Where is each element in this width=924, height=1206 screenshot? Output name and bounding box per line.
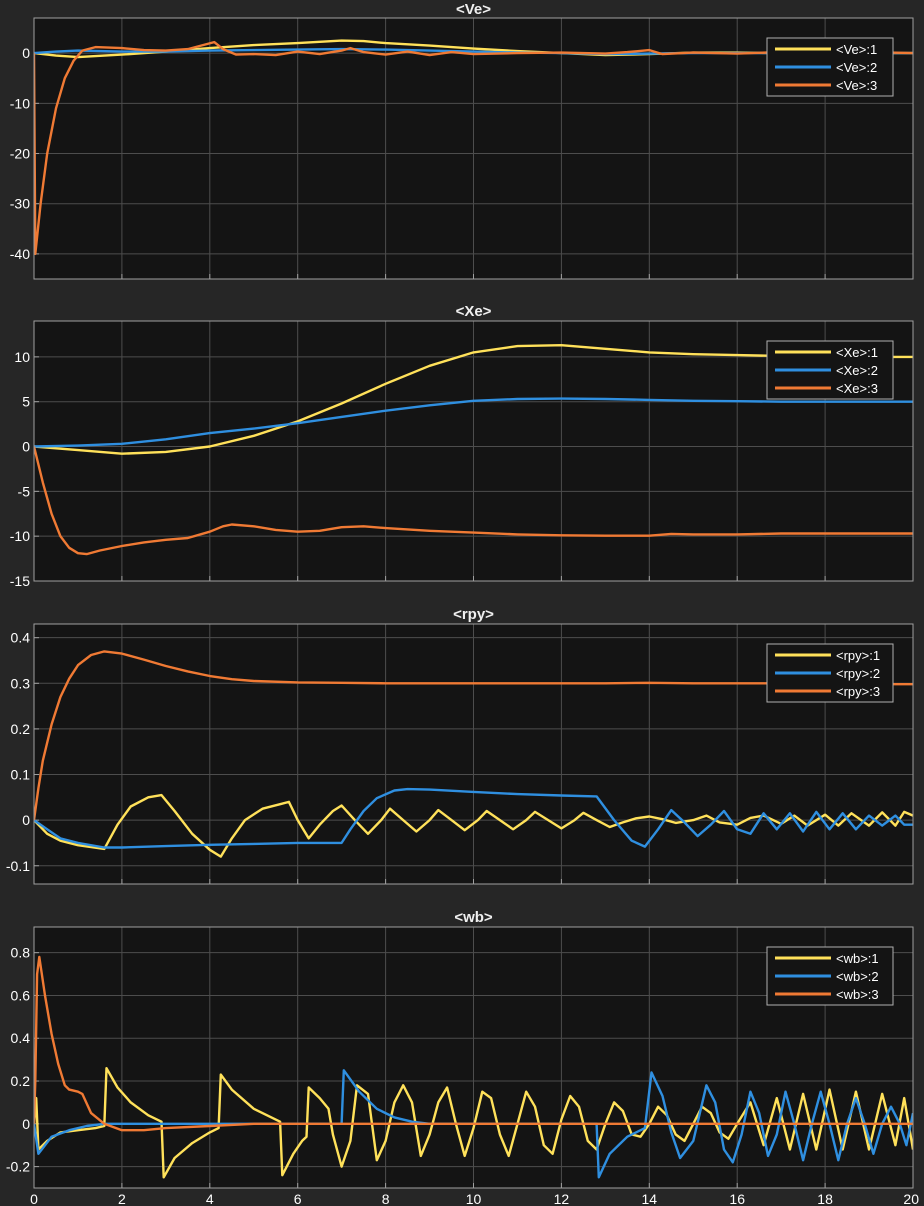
series-line-1 bbox=[34, 1067, 913, 1179]
panel-3: <rpy>0.40.30.20.10-0.1<rpy>:1<rpy>:2<rpy… bbox=[6, 606, 914, 885]
legend: <Xe>:1 <Xe>:2 <Xe>:3 bbox=[766, 340, 894, 400]
y-tick-label: 0 bbox=[22, 812, 30, 828]
panel-4: <wb> 0.8 0.6 0.4 0.2 0 -0.2 0 2 4 6 8 10 12 14 16 18 20 <w… bbox=[6, 909, 919, 1206]
series-line-3 bbox=[34, 650, 913, 821]
legend: <Ve>:1 <Ve>:2 <Ve>:3 bbox=[766, 37, 894, 97]
series-line-2 bbox=[34, 397, 913, 448]
legend-label-2: <rpy>:2 bbox=[836, 666, 880, 681]
legend-label-3: <wb>:3 bbox=[836, 987, 879, 1002]
legend-label-1: <Ve>:1 bbox=[836, 42, 877, 57]
panel-title: <Ve> bbox=[456, 1, 491, 18]
series-line-1 bbox=[34, 793, 913, 858]
legend-label-3: <rpy>:3 bbox=[836, 684, 880, 699]
x-tick-label: 8 bbox=[382, 1191, 390, 1206]
legend-label-2: <wb>:2 bbox=[836, 969, 879, 984]
legend-label-2: <Xe>:2 bbox=[836, 363, 878, 378]
x-tick-label: 18 bbox=[817, 1191, 833, 1206]
y-tick-label: -5 bbox=[18, 483, 31, 499]
axes-border bbox=[33, 926, 914, 1189]
y-tick-label: 0.2 bbox=[11, 1073, 31, 1089]
legend-label-1: <Xe>:1 bbox=[836, 345, 878, 360]
y-tick-label: 0 bbox=[22, 439, 30, 455]
series-line-2 bbox=[34, 787, 913, 849]
x-tick-label: 16 bbox=[729, 1191, 745, 1206]
y-tick-label: -20 bbox=[10, 146, 30, 162]
legend-label-3: <Xe>:3 bbox=[836, 381, 878, 396]
y-tick-label: -30 bbox=[10, 196, 30, 212]
y-tick-label: 10 bbox=[14, 349, 30, 365]
series-line-3 bbox=[34, 955, 913, 1132]
legend-label-2: <Ve>:2 bbox=[836, 60, 877, 75]
y-tick-label: -15 bbox=[10, 573, 30, 589]
y-tick-label: 0.1 bbox=[11, 767, 31, 783]
y-tick-label: 0.6 bbox=[11, 987, 31, 1003]
legend: <rpy>:1 <rpy>:2 <rpy>:3 bbox=[766, 643, 894, 703]
x-tick-label: 10 bbox=[466, 1191, 482, 1206]
legend-label-1: <wb>:1 bbox=[836, 951, 879, 966]
series-line-1 bbox=[34, 344, 913, 455]
y-tick-label: 0.3 bbox=[11, 675, 31, 691]
x-tick-label: 4 bbox=[206, 1191, 214, 1206]
legend-label-1: <rpy>:1 bbox=[836, 648, 880, 663]
y-tick-label: 0.4 bbox=[11, 630, 31, 646]
y-tick-label: -0.2 bbox=[6, 1159, 30, 1175]
x-tick-label: 12 bbox=[554, 1191, 570, 1206]
y-tick-label: 5 bbox=[22, 394, 30, 410]
series-line-3 bbox=[34, 40, 913, 256]
axes-border bbox=[33, 623, 914, 885]
panel-title: <wb> bbox=[454, 909, 493, 926]
x-tick-label: 14 bbox=[642, 1191, 658, 1206]
y-tick-label: 0.4 bbox=[11, 1030, 31, 1046]
legend-label-3: <Ve>:3 bbox=[836, 78, 877, 93]
y-tick-label: 0 bbox=[22, 1116, 30, 1132]
y-tick-label: 0 bbox=[22, 45, 30, 61]
y-tick-label: 0.8 bbox=[11, 945, 31, 961]
y-tick-label: 0.2 bbox=[11, 721, 31, 737]
panel-2: <Xe> 10 5 0 -5 -10 -15 <Xe>:1 <Xe>:2 <Xe>:3 bbox=[10, 303, 914, 589]
series-line-3 bbox=[34, 446, 913, 556]
panel-title: <rpy> bbox=[453, 606, 494, 623]
y-tick-label: -0.1 bbox=[6, 858, 30, 874]
axes-border bbox=[33, 17, 914, 280]
x-tick-label: 0 bbox=[30, 1191, 38, 1206]
x-tick-label: 6 bbox=[294, 1191, 302, 1206]
axes-border bbox=[33, 320, 914, 582]
x-tick-label: 2 bbox=[118, 1191, 126, 1206]
y-tick-label: -10 bbox=[10, 95, 30, 111]
x-tick-label: 20 bbox=[903, 1191, 919, 1206]
y-tick-label: -10 bbox=[10, 528, 30, 544]
y-tick-label: -40 bbox=[10, 246, 30, 262]
panel-title: <Xe> bbox=[456, 303, 492, 320]
legend: <wb>:1 <wb>:2 <wb>:3 bbox=[766, 946, 894, 1006]
panel-1: <Ve> 0 -10 -20 -30 -40 <Ve>:1 <Ve>:2 <Ve>:3 bbox=[10, 1, 914, 280]
